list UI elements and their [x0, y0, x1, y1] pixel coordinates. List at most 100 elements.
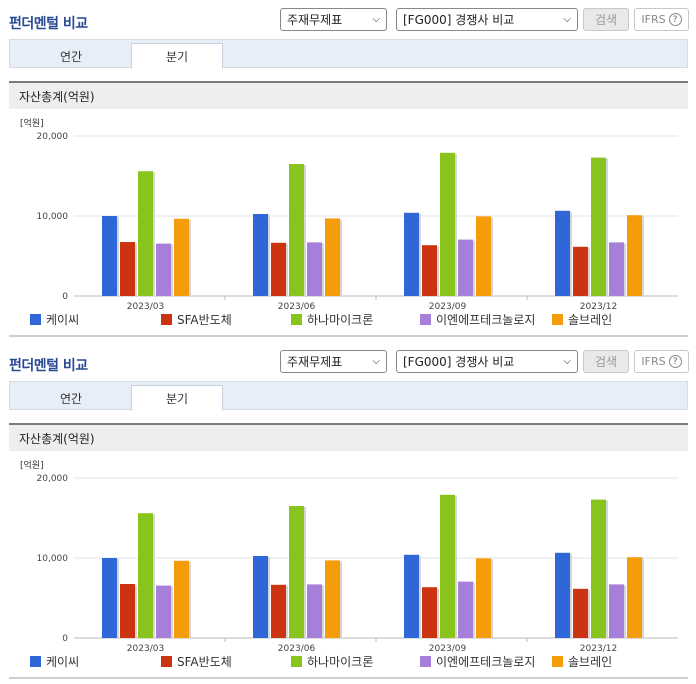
bar — [138, 513, 153, 638]
tab-annual[interactable]: 연간 — [59, 50, 83, 64]
bar — [307, 242, 322, 296]
legend-label: 솔브레인 — [568, 313, 613, 327]
help-icon[interactable]: ? — [668, 355, 682, 368]
legend-label: 솔브레인 — [568, 655, 613, 669]
legend-swatch — [30, 314, 41, 325]
legend-item: 케이씨 — [30, 653, 79, 670]
compare-group-select[interactable]: [FG000] 경쟁사 비교 ⌵ — [396, 350, 578, 373]
bar — [591, 499, 606, 638]
bar — [440, 152, 455, 296]
tab-annual[interactable]: 연간 — [59, 392, 83, 406]
search-button[interactable]: 검색 — [583, 8, 629, 31]
ifrs-button[interactable]: IFRS ? — [634, 8, 689, 31]
chevron-down-icon: ⌵ — [563, 356, 571, 367]
bar — [627, 557, 642, 638]
compare-group-select[interactable]: [FG000] 경쟁사 비교 ⌵ — [396, 8, 578, 31]
fundamental-panel-2: 펀더멘털 비교 주재무제표 ⌵ [FG000] 경쟁사 비교 ⌵ 검색 IFRS… — [0, 342, 696, 684]
chart-legend: 케이씨 SFA반도체 하나마이크론 이엔에프테크놀로지 솔브레인 — [30, 311, 690, 329]
y-tick-label: 20,000 — [37, 474, 69, 484]
ifrs-label: IFRS — [641, 355, 666, 368]
bar — [102, 558, 117, 638]
bar — [253, 214, 268, 296]
legend-item: 솔브레인 — [552, 653, 612, 670]
legend-swatch — [30, 656, 41, 667]
legend-label: 하나마이크론 — [307, 655, 374, 669]
chevron-down-icon: ⌵ — [563, 14, 571, 25]
y-unit-label: [억원] — [20, 459, 44, 471]
legend-item: 하나마이크론 — [291, 653, 373, 670]
bar — [422, 245, 437, 296]
legend-label: 하나마이크론 — [307, 313, 374, 327]
bar — [307, 584, 322, 638]
legend-swatch — [291, 656, 302, 667]
compare-group-value: [FG000] 경쟁사 비교 — [403, 13, 515, 27]
x-tick-label: 2023/12 — [580, 644, 617, 652]
bar — [271, 242, 286, 296]
bar — [325, 218, 340, 296]
legend-swatch — [161, 656, 172, 667]
bar — [609, 584, 624, 638]
bar — [289, 164, 304, 296]
legend-item: 하나마이크론 — [291, 311, 373, 328]
bar — [120, 242, 135, 296]
tab-quarter[interactable]: 분기 — [131, 43, 223, 69]
chart-title: 자산총계(억원) — [9, 81, 688, 109]
report-type-select[interactable]: 주재무제표 ⌵ — [280, 8, 387, 31]
chevron-down-icon: ⌵ — [372, 356, 380, 367]
bar — [440, 494, 455, 638]
legend-swatch — [420, 314, 431, 325]
period-tabs: 연간 분기 — [9, 381, 688, 411]
legend-label: 케이씨 — [46, 313, 80, 327]
bar — [120, 584, 135, 638]
panel-divider — [9, 335, 688, 337]
y-tick-label: 10,000 — [37, 212, 69, 222]
bar — [591, 157, 606, 296]
bar — [156, 585, 171, 638]
ifrs-button[interactable]: IFRS ? — [634, 350, 689, 373]
legend-item: 솔브레인 — [552, 311, 612, 328]
legend-item: SFA반도체 — [161, 653, 232, 670]
panel-divider — [9, 677, 688, 679]
chevron-down-icon: ⌵ — [372, 14, 380, 25]
x-tick-label: 2023/09 — [429, 302, 467, 310]
bar — [289, 506, 304, 638]
search-button[interactable]: 검색 — [583, 350, 629, 373]
legend-swatch — [291, 314, 302, 325]
bar — [573, 588, 588, 638]
y-tick-label: 10,000 — [37, 554, 69, 564]
bar — [271, 584, 286, 638]
x-tick-label: 2023/12 — [580, 302, 617, 310]
bar — [174, 218, 189, 296]
asset-total-chart: [억원] 0 10,000 20,000 2023/03 2023/06 2023/09 20… — [20, 117, 678, 310]
bar — [555, 210, 570, 296]
legend-swatch — [552, 314, 563, 325]
chart-title: 자산총계(억원) — [9, 423, 688, 451]
y-tick-label: 20,000 — [37, 132, 69, 142]
legend-item: 이엔에프테크놀로지 — [420, 311, 535, 328]
legend-item: SFA반도체 — [161, 311, 232, 328]
bar — [404, 554, 419, 638]
help-icon[interactable]: ? — [668, 13, 682, 26]
panel-title: 펀더멘털 비교 — [9, 358, 88, 374]
bar — [627, 215, 642, 296]
tab-quarter[interactable]: 분기 — [131, 385, 223, 411]
legend-swatch — [161, 314, 172, 325]
period-tabs: 연간 분기 — [9, 39, 688, 69]
bar — [138, 171, 153, 296]
bar — [404, 212, 419, 296]
compare-group-value: [FG000] 경쟁사 비교 — [403, 355, 515, 369]
bar — [476, 558, 491, 638]
y-tick-label: 0 — [62, 292, 68, 302]
bar — [325, 560, 340, 638]
x-tick-label: 2023/03 — [127, 644, 164, 652]
panel-title: 펀더멘털 비교 — [9, 16, 88, 32]
bar — [555, 552, 570, 638]
legend-label: 이엔에프테크놀로지 — [436, 655, 536, 669]
bar — [156, 243, 171, 296]
report-type-select[interactable]: 주재무제표 ⌵ — [280, 350, 387, 373]
x-tick-label: 2023/06 — [278, 644, 316, 652]
legend-swatch — [420, 656, 431, 667]
x-tick-label: 2023/09 — [429, 644, 467, 652]
bar — [102, 216, 117, 296]
legend-swatch — [552, 656, 563, 667]
